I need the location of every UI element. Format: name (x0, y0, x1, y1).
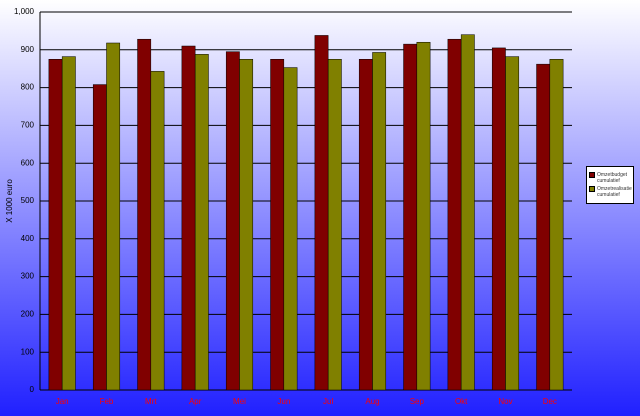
legend: Omzetbudget cumulatief Omzetrealisatie cu… (586, 166, 634, 204)
bar (314, 35, 329, 391)
x-tick-label: Feb (100, 397, 114, 406)
y-tick-label: 800 (21, 83, 35, 92)
bar (283, 67, 298, 391)
bar (181, 45, 196, 391)
x-tick-label: Apr (189, 397, 202, 406)
bar (239, 59, 254, 391)
x-tick-label: Jun (277, 397, 290, 406)
bar (358, 59, 373, 391)
y-tick-label: 0 (30, 385, 35, 394)
bar (460, 34, 475, 391)
bar (447, 38, 462, 391)
x-tick-label: Mei (233, 397, 246, 406)
y-tick-label: 100 (21, 347, 35, 356)
y-tick-label: 400 (21, 234, 35, 243)
x-tick-label: Dec (543, 397, 557, 406)
x-tick-label: Aug (365, 397, 379, 406)
y-tick-label: 300 (21, 272, 35, 281)
x-tick-label: Okt (455, 397, 468, 406)
bar (48, 59, 63, 391)
bar (549, 59, 564, 391)
bar (61, 56, 76, 391)
bar (92, 84, 107, 391)
bar (505, 56, 520, 391)
bar (491, 47, 506, 391)
x-tick-label: Sep (410, 397, 425, 406)
y-tick-label: 1,000 (14, 7, 35, 16)
x-tick-label: Nov (498, 397, 512, 406)
x-tick-label: Jul (323, 397, 333, 406)
legend-item: Omzetrealisatie cumulatief (589, 186, 632, 198)
bar (270, 59, 285, 391)
bar (327, 59, 342, 391)
bar (416, 41, 431, 391)
legend-label: Omzetrealisatie cumulatief (597, 186, 632, 198)
legend-swatch (589, 172, 595, 178)
bar (194, 54, 209, 391)
y-tick-label: 600 (21, 158, 35, 167)
x-tick-label: Jan (56, 397, 69, 406)
y-tick-label: 900 (21, 45, 35, 54)
bar (150, 71, 165, 391)
bar (106, 42, 121, 391)
legend-label: Omzetbudget cumulatief (597, 172, 628, 184)
bar (536, 63, 551, 391)
legend-swatch (589, 186, 595, 192)
bar (225, 51, 240, 391)
y-tick-label: 200 (21, 310, 35, 319)
y-axis-label: X 1000 euro (5, 179, 14, 223)
bar (137, 38, 152, 391)
x-tick-label: Mrt (145, 397, 157, 406)
bar (372, 52, 387, 391)
y-tick-label: 700 (21, 121, 35, 130)
legend-item: Omzetbudget cumulatief (589, 172, 631, 184)
y-tick-label: 500 (21, 196, 35, 205)
bar (403, 43, 418, 391)
